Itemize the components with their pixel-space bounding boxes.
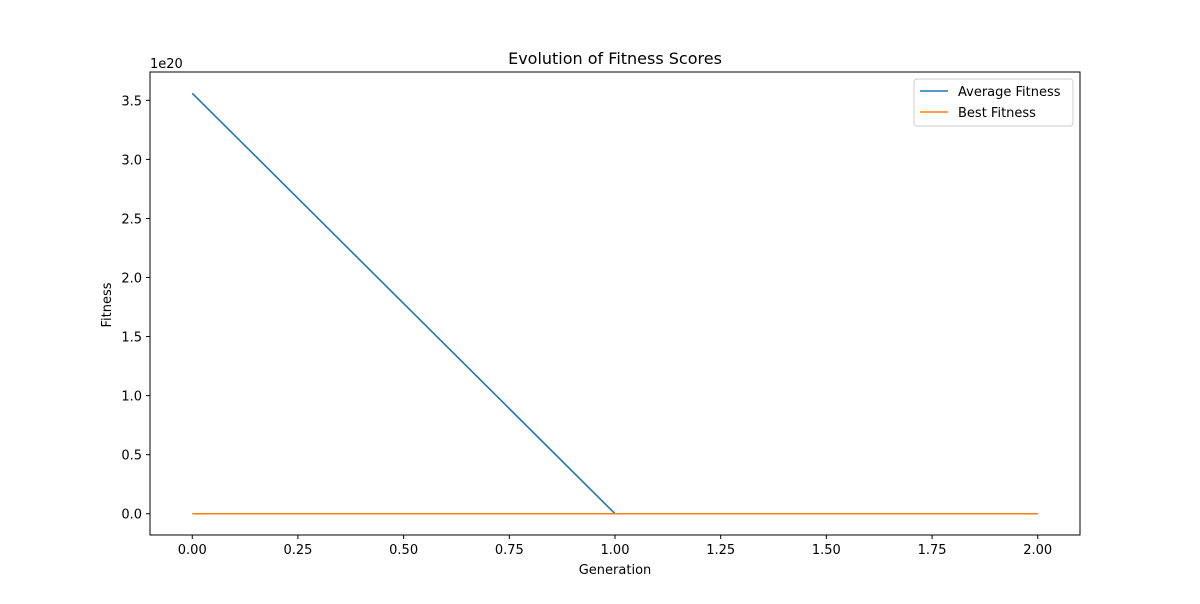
y-tick-label: 3.5 [121,94,142,109]
x-tick-label: 0.00 [178,543,207,558]
x-tick-label: 0.50 [389,543,418,558]
series-lines [191,92,1038,515]
y-axis-title: Fitness [100,282,115,327]
x-ticks: 0.00 0.25 0.50 0.75 1.00 1.25 1.50 1.75 2.00 [178,535,1052,558]
y-tick-label: 3.0 [121,153,142,168]
plot-frame [149,71,1081,536]
x-tick-label: 1.25 [706,543,735,558]
y-ticks: 0.0 0.5 1.0 1.5 2.0 2.5 3.0 3.5 [121,94,150,523]
legend: Average Fitness Best Fitness [913,78,1074,127]
x-tick-label: 1.00 [601,543,630,558]
legend-label: Best Fitness [958,106,1036,121]
y-tick-label: 0.5 [121,449,142,464]
y-axis-offset-text: 1e20 [150,57,183,72]
x-axis-title: Generation [579,563,652,578]
y-tick-label: 0.0 [121,508,142,523]
legend-label: Average Fitness [958,85,1061,100]
x-tick-label: 0.75 [495,543,524,558]
y-tick-label: 2.5 [121,212,142,227]
chart-title: Evolution of Fitness Scores [508,49,722,68]
x-tick-label: 1.75 [918,543,947,558]
x-tick-label: 0.25 [283,543,312,558]
y-tick-label: 1.5 [121,331,142,346]
y-tick-label: 1.0 [121,390,142,405]
x-tick-label: 2.00 [1023,543,1052,558]
y-tick-label: 2.0 [121,272,142,287]
legend-box [913,78,1074,127]
x-tick-label: 1.50 [812,543,841,558]
